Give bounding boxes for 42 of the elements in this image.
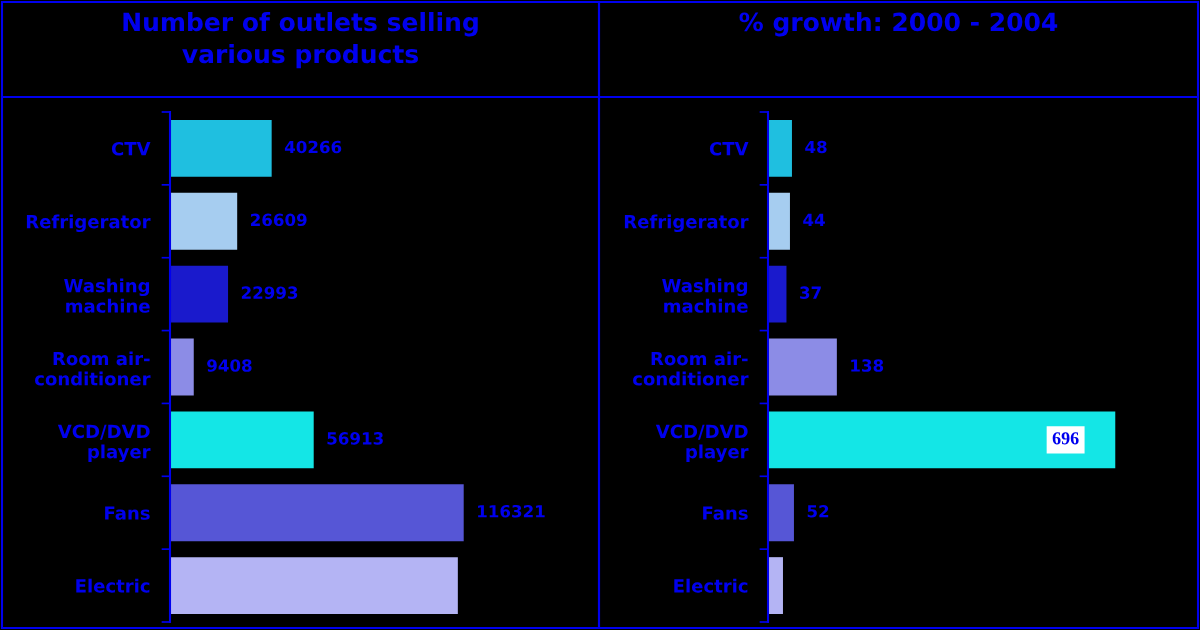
y-tick-label: CTV bbox=[709, 141, 749, 156]
bar bbox=[170, 411, 314, 469]
data-label: 37 bbox=[800, 286, 821, 299]
bar bbox=[768, 484, 794, 542]
y-tick-label: Refrigerator bbox=[26, 214, 151, 233]
bar bbox=[768, 557, 783, 614]
data-label: 116321 bbox=[478, 504, 545, 518]
bar bbox=[170, 120, 272, 177]
y-tick-label: Fans bbox=[703, 506, 748, 520]
data-label: 52 bbox=[807, 504, 829, 518]
data-label: 48 bbox=[805, 140, 827, 154]
y-tick-label: VCD/DVD player bbox=[57, 424, 151, 463]
y-tick-label: Refrigerator bbox=[624, 214, 749, 233]
bar bbox=[768, 192, 790, 250]
y-tick-label: Room air- conditioner bbox=[35, 351, 151, 386]
y-tick-label: Room air- conditioner bbox=[633, 351, 749, 386]
bar bbox=[170, 192, 238, 250]
bar bbox=[768, 338, 837, 396]
y-tick-label: VCD/DVD player bbox=[655, 424, 749, 463]
data-label: 696 bbox=[1052, 432, 1079, 445]
bar bbox=[170, 557, 458, 614]
chart-title: Number of outlets selling various products bbox=[123, 12, 478, 69]
y-tick-label: Electric bbox=[674, 578, 748, 593]
data-label: 56913 bbox=[327, 432, 383, 445]
chart-title: % growth: 2000 - 2004 bbox=[739, 12, 1058, 37]
y-tick-label: Fans bbox=[105, 506, 150, 520]
bar bbox=[170, 265, 229, 323]
data-label: 138 bbox=[851, 359, 884, 372]
y-tick-label: Washing machine bbox=[64, 278, 150, 313]
bar bbox=[768, 411, 1116, 469]
bar bbox=[170, 484, 464, 542]
bar bbox=[170, 338, 194, 396]
data-label: 9408 bbox=[207, 359, 252, 372]
data-label: 40266 bbox=[284, 140, 342, 154]
bar bbox=[768, 265, 787, 323]
bar bbox=[768, 120, 792, 177]
data-label: 26609 bbox=[251, 213, 307, 227]
y-tick-label: Electric bbox=[76, 578, 150, 593]
y-tick-label: Washing machine bbox=[662, 278, 748, 313]
data-label: 22993 bbox=[241, 286, 298, 299]
data-label: 44 bbox=[803, 213, 825, 226]
y-tick-label: CTV bbox=[111, 141, 151, 156]
